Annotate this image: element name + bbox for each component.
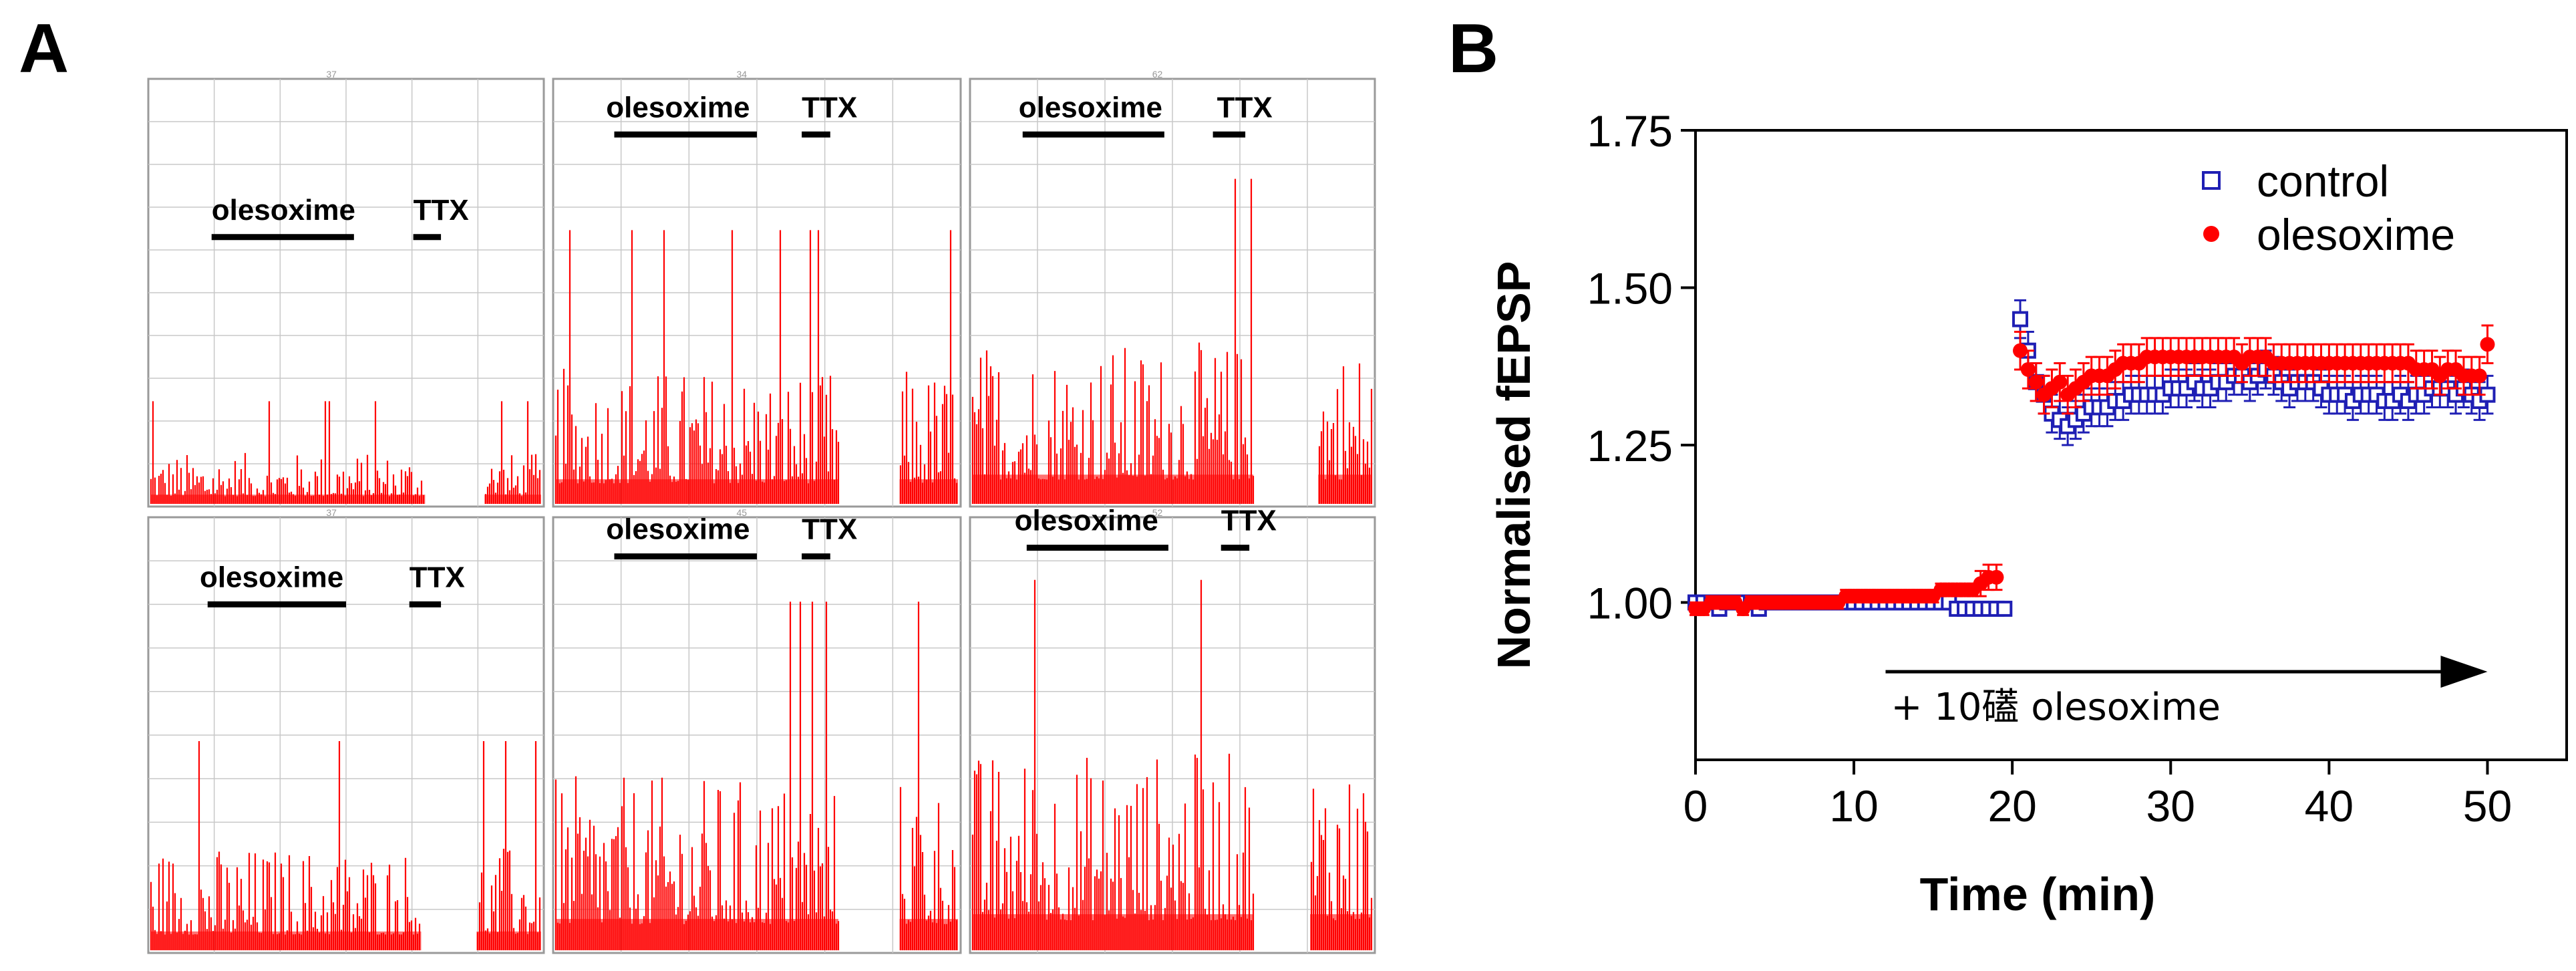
legend-label-olesoxime: olesoxime [2257, 210, 2455, 259]
y-tick-label: 1.50 [1587, 264, 1673, 313]
trace-baseline-band [151, 931, 422, 950]
series-olesoxime [1688, 324, 2495, 616]
panel-b-chart: 1.00 1.25 1.50 1.75 0 10 20 30 40 50 Time (min) Nor… [1488, 106, 2568, 920]
trace-baseline-band [899, 479, 958, 504]
ttx-label: TTX [802, 513, 857, 546]
y-tick-label: 1.00 [1587, 579, 1673, 628]
panel-b-label: B [1448, 10, 1499, 88]
y-axis-label: Normalised fEPSP [1488, 261, 1540, 670]
drug-label: olesoxime [606, 92, 750, 124]
trace-baseline-band [476, 931, 541, 950]
data-point [2052, 374, 2068, 390]
trace-baseline-band [1310, 914, 1372, 950]
x-axis-label: Time (min) [1920, 868, 2156, 920]
drug-label: olesoxime [212, 194, 355, 227]
drug-label: olesoxime [1015, 505, 1158, 537]
trace-top-tick: 37 [326, 69, 337, 80]
trace-top-tick: 37 [326, 507, 337, 518]
x-tick-label: 50 [2463, 781, 2512, 831]
x-tick-label: 30 [2146, 781, 2195, 831]
data-point [1989, 569, 2004, 585]
legend-marker-control [2202, 171, 2221, 190]
annotation-text: + 10礚 olesoxime [1891, 686, 2221, 729]
drug-label: olesoxime [200, 561, 343, 593]
trace-baseline-band [484, 495, 541, 504]
panel-a-label: A [19, 10, 69, 88]
x-tick-label: 0 [1683, 781, 1708, 831]
data-point [1996, 600, 2013, 617]
ttx-label: TTX [410, 561, 465, 593]
trace-panel: 34 olesoxime TTX [552, 69, 962, 508]
y-tick-label: 1.25 [1587, 421, 1673, 470]
data-point [2472, 368, 2487, 384]
trace-baseline-band [556, 919, 838, 950]
panel-a-traces: 37 olesoxime TTX 34 olesoxime TTX 62 olesoxime T… [147, 69, 1376, 954]
trace-baseline-band [151, 495, 426, 504]
trace-baseline-band [556, 479, 838, 504]
data-point [2020, 362, 2036, 377]
series-control [1687, 299, 2496, 617]
legend-marker-olesoxime [2203, 226, 2219, 242]
trace-top-tick: 52 [1152, 507, 1163, 518]
x-tick-label: 20 [1987, 781, 2036, 831]
x-tick-label: 40 [2305, 781, 2354, 831]
drug-label: olesoxime [606, 513, 750, 546]
trace-baseline-band [1318, 474, 1372, 504]
trace-panel: 62 olesoxime TTX [969, 69, 1376, 508]
y-tick-label: 1.75 [1587, 106, 1673, 156]
trace-top-tick: 34 [737, 69, 748, 80]
ttx-label: TTX [1221, 505, 1277, 537]
ttx-label: TTX [414, 194, 469, 227]
trace-baseline-band [899, 919, 958, 950]
ttx-label: TTX [1217, 92, 1273, 124]
trace-baseline-band [973, 914, 1254, 950]
legend-label-control: control [2257, 156, 2389, 206]
ttx-label: TTX [802, 92, 857, 124]
trace-panel: 37 olesoxime TTX [147, 507, 545, 954]
trace-top-tick: 62 [1152, 69, 1163, 80]
annotation-arrowhead [2440, 656, 2488, 688]
drug-label: olesoxime [1019, 92, 1162, 124]
data-point [2028, 374, 2044, 390]
trace-top-tick: 45 [737, 507, 748, 518]
data-point [2480, 337, 2495, 352]
data-point [2012, 311, 2029, 327]
trace-panel: 37 olesoxime TTX [147, 69, 545, 508]
trace-baseline-band [973, 474, 1254, 504]
data-point [2013, 343, 2028, 358]
x-tick-label: 10 [1829, 781, 1878, 831]
